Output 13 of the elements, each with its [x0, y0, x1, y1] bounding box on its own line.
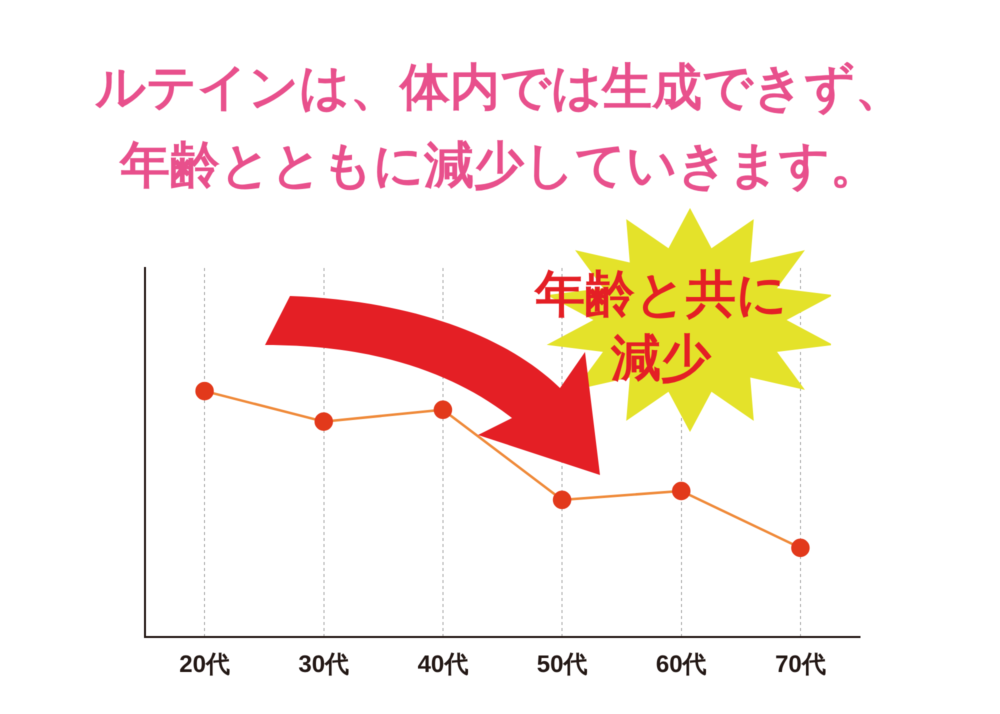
x-tick-label: 20代	[179, 651, 230, 678]
point	[552, 490, 572, 510]
point	[195, 382, 214, 400]
point	[791, 538, 810, 558]
x-tick-label: 30代	[298, 651, 350, 678]
point	[672, 482, 690, 500]
chart-title: ルテインは、体内では生成できず、年齢とともに減少していきます。	[94, 58, 906, 195]
x-tick-label: 40代	[418, 651, 468, 678]
x-tick-label: 50代	[536, 651, 588, 678]
x-tick-label: 60代	[656, 651, 707, 678]
x-tick-label: 70代	[775, 651, 826, 678]
point	[434, 400, 452, 420]
point	[314, 412, 333, 431]
